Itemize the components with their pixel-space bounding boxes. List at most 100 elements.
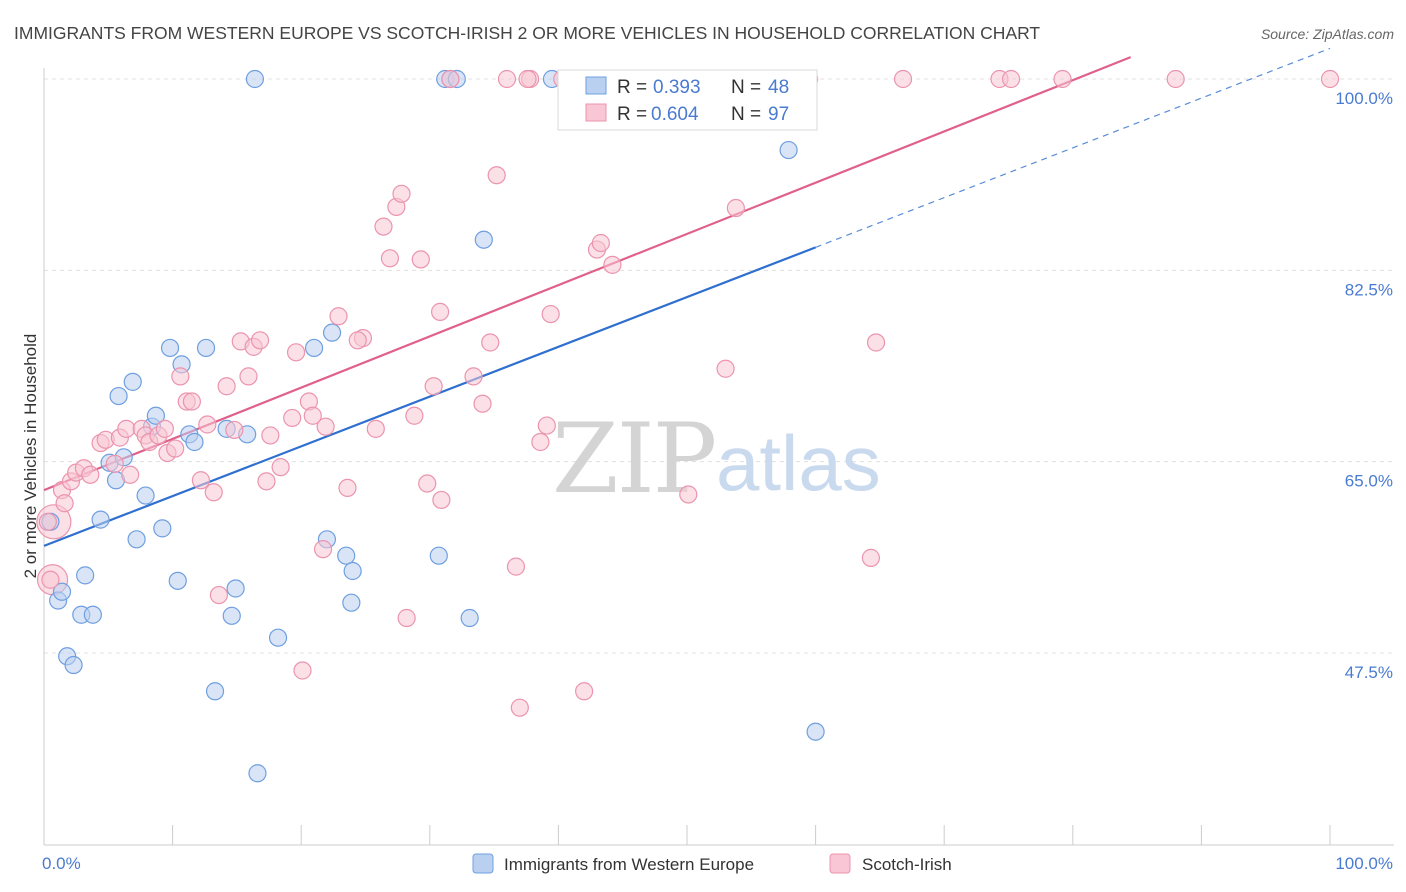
legend-swatch-blue	[472, 853, 494, 874]
data-point-western-europe-13	[123, 372, 142, 391]
data-point-western-europe-7	[83, 605, 102, 624]
data-point-scotch-irish-95	[1053, 69, 1072, 89]
stats-r-label-blue: R =	[617, 77, 647, 98]
data-point-scotch-irish-0	[38, 512, 57, 531]
data-point-scotch-irish-58	[430, 302, 450, 321]
data-point-scotch-irish-42	[313, 540, 333, 559]
legend-swatch-pink	[829, 853, 851, 874]
data-point-scotch-irish-13	[121, 465, 140, 484]
data-point-western-europe-49	[806, 722, 825, 741]
data-point-scotch-irish-43	[316, 417, 335, 436]
data-point-scotch-irish-3	[55, 494, 74, 513]
data-point-scotch-irish-36	[271, 458, 290, 477]
data-point-scotch-irish-39	[293, 661, 312, 680]
trend-line-blue-extension	[815, 47, 1331, 248]
data-point-scotch-irish-25	[198, 415, 217, 434]
stats-n-label-pink: N =	[731, 104, 761, 125]
data-point-western-europe-12	[109, 386, 128, 406]
data-point-western-europe-39	[429, 546, 448, 565]
data-point-scotch-irish-75	[575, 682, 594, 701]
data-point-scotch-irish-92	[893, 69, 913, 89]
chart-title: IMMIGRANTS FROM WESTERN EUROPE VS SCOTCH…	[14, 23, 1040, 43]
y-tick-labels: 100.0% 82.5% 65.0% 47.5%	[1335, 89, 1393, 682]
data-point-scotch-irish-48	[366, 419, 385, 438]
data-point-western-europe-27	[222, 606, 241, 625]
data-point-scotch-irish-61	[464, 367, 483, 386]
data-point-western-europe-23	[185, 432, 204, 452]
data-point-scotch-irish-1	[41, 570, 60, 589]
stats-r-label-pink: R =	[617, 104, 647, 125]
data-point-scotch-irish-57	[424, 377, 443, 396]
data-point-scotch-irish-66	[506, 557, 526, 576]
stats-n-value-blue: 48	[768, 77, 789, 98]
data-point-western-europe-18	[153, 519, 172, 538]
watermark-atlas: atlas	[716, 419, 881, 507]
y-tick-label-1: 82.5%	[1345, 280, 1393, 299]
stats-r-value-pink: 0.604	[651, 104, 699, 125]
data-point-scotch-irish-97	[1320, 69, 1340, 89]
data-point-western-europe-31	[248, 764, 267, 783]
y-tick-label-2: 65.0%	[1345, 472, 1393, 491]
data-point-scotch-irish-37	[283, 408, 302, 428]
data-point-western-europe-32	[268, 628, 288, 647]
data-point-western-europe-38	[342, 593, 361, 612]
data-point-western-europe-25	[205, 682, 225, 701]
data-point-western-europe-44	[474, 230, 493, 249]
data-point-western-europe-14	[127, 530, 146, 549]
chart-source: Source: ZipAtlas.com	[1261, 26, 1394, 42]
data-point-scotch-irish-44	[329, 307, 348, 326]
x-tick-label-right: 100.0%	[1335, 854, 1393, 873]
y-tick-label-0: 100.0%	[1335, 89, 1393, 108]
data-point-scotch-irish-77	[591, 233, 610, 253]
stats-n-label-blue: N =	[731, 77, 761, 98]
data-point-western-europe-48	[779, 140, 798, 160]
data-point-scotch-irish-67	[510, 698, 529, 717]
data-point-western-europe-30	[245, 69, 265, 89]
stats-box: R = 0.393 N = 48 R = 0.604 N = 97	[557, 69, 818, 131]
data-point-western-europe-6	[76, 566, 95, 585]
axes	[43, 68, 1394, 846]
data-point-scotch-irish-64	[487, 166, 506, 185]
data-point-western-europe-35	[322, 323, 342, 342]
data-point-scotch-irish-50	[380, 249, 400, 268]
data-point-scotch-irish-52	[392, 184, 411, 203]
data-point-scotch-irish-59	[432, 490, 451, 510]
data-point-scotch-irish-35	[261, 426, 280, 445]
data-point-western-europe-20	[168, 571, 187, 590]
data-point-scotch-irish-70	[531, 432, 550, 452]
data-point-scotch-irish-29	[225, 420, 244, 440]
data-point-western-europe-4	[64, 655, 83, 675]
data-point-scotch-irish-10	[105, 454, 124, 473]
data-point-scotch-irish-56	[418, 474, 437, 493]
data-point-scotch-irish-69	[518, 69, 537, 89]
stats-swatch-pink	[585, 103, 607, 122]
trend-lines	[43, 47, 1331, 547]
data-point-scotch-irish-65	[497, 69, 517, 89]
data-point-scotch-irish-27	[209, 585, 228, 605]
data-point-scotch-irish-20	[166, 439, 185, 458]
y-axis-label: 2 or more Vehicles in Household	[21, 334, 40, 579]
data-point-scotch-irish-45	[338, 478, 357, 498]
data-point-scotch-irish-7	[81, 465, 100, 484]
data-point-scotch-irish-33	[250, 331, 270, 350]
data-point-scotch-irish-86	[726, 198, 745, 218]
data-point-scotch-irish-28	[217, 377, 236, 396]
data-point-scotch-irish-34	[257, 472, 276, 491]
data-point-scotch-irish-63	[481, 333, 500, 352]
data-point-scotch-irish-24	[191, 471, 210, 490]
data-point-western-europe-17	[146, 406, 165, 425]
trend-line-blue	[43, 246, 816, 547]
data-point-scotch-irish-21	[171, 367, 190, 386]
data-point-western-europe-2	[52, 582, 72, 601]
data-point-scotch-irish-96	[1166, 69, 1185, 89]
y-tick-label-3: 47.5%	[1345, 663, 1393, 682]
data-point-scotch-irish-94	[1001, 69, 1021, 89]
data-point-scotch-irish-79	[603, 255, 622, 274]
data-point-western-europe-28	[226, 579, 245, 598]
data-point-western-europe-33	[304, 338, 324, 358]
data-point-western-europe-43	[460, 608, 479, 628]
data-point-scotch-irish-41	[303, 406, 322, 425]
data-point-western-europe-37	[343, 561, 362, 581]
data-point-western-europe-15	[136, 486, 155, 505]
